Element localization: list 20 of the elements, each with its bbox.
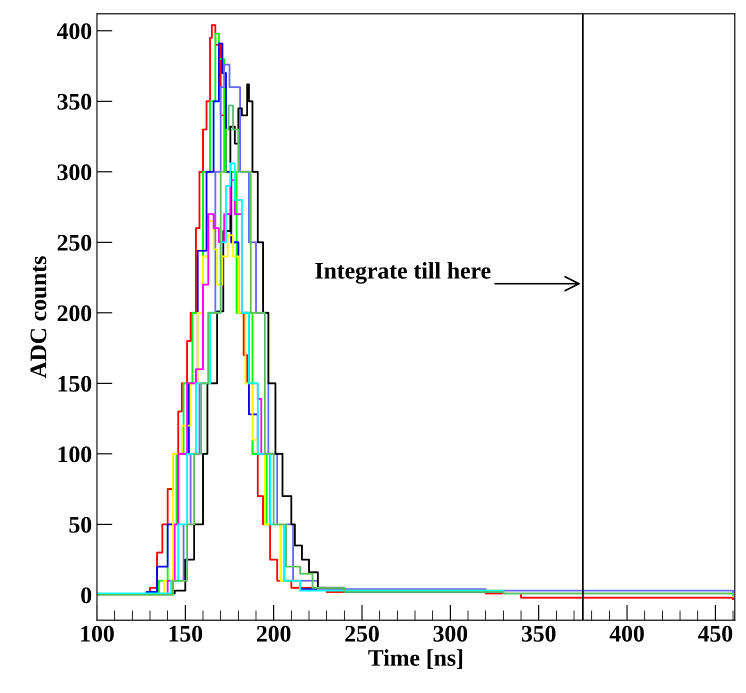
y-tick-label: 50	[69, 516, 92, 533]
y-tick-label: 400	[57, 23, 92, 40]
y-tick-label: 300	[58, 164, 92, 180]
x-tick-label: 250	[345, 626, 379, 642]
x-tick-label: 400	[610, 626, 644, 642]
x-tick-label: 450	[698, 626, 732, 642]
x-tick-label: 300	[434, 626, 468, 642]
y-tick-label: 350	[58, 94, 92, 110]
y-axis-title: ADC counts	[30, 256, 46, 378]
y-tick-label: 250	[58, 234, 92, 251]
x-tick-label: 100	[81, 626, 114, 642]
y-tick-label: 200	[58, 305, 92, 322]
x-tick-label: 350	[522, 626, 556, 642]
y-tick-label: 100	[58, 446, 92, 462]
y-tick-label: 150	[58, 376, 92, 392]
x-tick-label: 150	[170, 626, 202, 642]
y-tick-label: 0	[81, 587, 92, 604]
annotation: Integrate till here	[315, 262, 490, 284]
x-axis-title: Time [ns]	[368, 649, 462, 669]
x-tick-label: 200	[256, 626, 290, 642]
